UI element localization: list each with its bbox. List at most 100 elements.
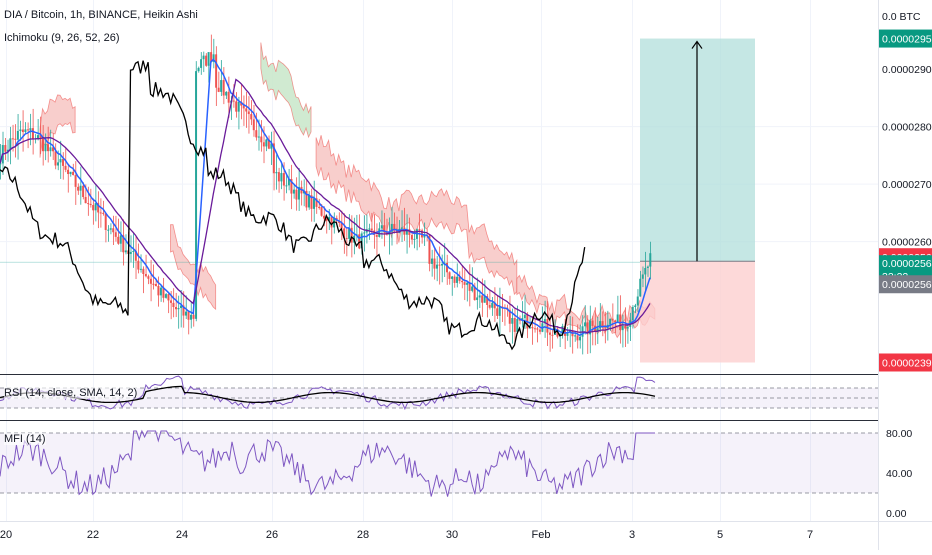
ichimoku-label[interactable]: Ichimoku (9, 26, 52, 26)	[4, 32, 120, 44]
candle-body	[433, 258, 436, 269]
candle-body	[46, 144, 49, 152]
price-pane[interactable]	[0, 34, 755, 363]
candle-body	[247, 111, 250, 115]
candle-body	[599, 321, 602, 329]
candle-body	[611, 318, 614, 321]
candle-body	[69, 171, 72, 175]
candle-body	[310, 195, 313, 209]
candle-body	[282, 173, 285, 186]
candle-body	[129, 251, 132, 254]
price-tags: 0.000029530.000025660.0000256432:220.000…	[879, 29, 932, 372]
candle-body	[644, 268, 647, 275]
mfi-tick-label: 0.00	[886, 508, 907, 520]
candle-body	[202, 55, 205, 60]
candle-body	[157, 285, 160, 296]
candle-body	[237, 101, 240, 112]
candle-body	[378, 228, 381, 237]
conversion-line[interactable]	[0, 58, 651, 337]
candle-body	[179, 305, 182, 309]
candle-body	[285, 185, 288, 187]
candle-body	[79, 185, 82, 191]
candle-body	[215, 54, 218, 88]
entry-low-tag-bg	[879, 275, 932, 294]
time-tick-label: 20	[0, 529, 12, 541]
candle-body	[400, 227, 403, 229]
candle-body	[305, 190, 308, 208]
candle-body	[16, 130, 19, 140]
candle-body	[59, 158, 62, 163]
base-line[interactable]	[0, 78, 651, 334]
symbol-title[interactable]: DIA / Bitcoin, 1h, BINANCE, Heikin Ashi	[4, 9, 198, 21]
candle-body	[290, 179, 293, 194]
candle-body	[566, 332, 569, 336]
candle-body	[54, 151, 57, 166]
rsi-label[interactable]: RSI (14, close, SMA, 14, 2)	[4, 387, 138, 399]
candle-body	[21, 129, 24, 133]
candle-body	[195, 71, 198, 319]
candle-body	[225, 91, 228, 96]
candle-body	[272, 143, 275, 174]
time-tick-label: Feb	[532, 529, 551, 541]
candle-body	[142, 268, 145, 274]
candle-body	[99, 212, 102, 214]
candle-body	[568, 330, 571, 333]
candle-body	[9, 138, 12, 150]
price-tick-label: 0.00002900	[882, 64, 932, 76]
rsi-ma-line[interactable]	[0, 385, 656, 404]
loss-zone[interactable]	[640, 261, 755, 363]
candle-body	[97, 203, 100, 213]
candle-body	[227, 91, 230, 103]
candle-body	[134, 250, 137, 261]
ichimoku-cloud-red	[170, 224, 217, 311]
lagging-span[interactable]	[0, 60, 586, 351]
candle-body	[190, 314, 193, 320]
mfi-label[interactable]: MFI (14)	[4, 433, 46, 445]
candle-body	[313, 198, 316, 209]
candle-body	[574, 335, 577, 337]
candle-body	[250, 114, 253, 120]
candle-body	[267, 139, 270, 149]
candle-body	[107, 229, 110, 231]
candle-body	[430, 258, 433, 264]
candle-body	[498, 306, 501, 316]
time-tick-label: 7	[807, 529, 813, 541]
candle-body	[323, 215, 326, 219]
candle-body	[586, 322, 589, 335]
candle-body	[94, 203, 97, 211]
candle-body	[222, 80, 225, 96]
candle-body	[74, 175, 77, 187]
candle-body	[49, 147, 52, 152]
candle-body	[182, 305, 185, 316]
candle-body	[523, 314, 526, 319]
mfi-pane[interactable]	[0, 429, 878, 497]
candle-body	[187, 311, 190, 320]
candle-body	[609, 318, 612, 325]
candle-body	[456, 276, 459, 283]
candle-body	[614, 320, 617, 323]
candle-body	[533, 328, 536, 330]
candle-body	[338, 221, 341, 223]
candle-body	[596, 328, 599, 331]
candle-body	[235, 101, 238, 112]
stop-price-tag-bg	[879, 353, 932, 372]
rsi-line[interactable]	[0, 375, 656, 411]
candle-body	[461, 280, 464, 283]
mfi-line[interactable]	[0, 429, 655, 497]
candle-body	[375, 235, 378, 237]
candle-body	[169, 300, 172, 303]
candle-body	[167, 294, 170, 301]
candle-body	[232, 100, 235, 102]
candle-body	[358, 234, 361, 249]
candle-body	[26, 129, 29, 131]
candle-body	[19, 129, 22, 131]
candle-body	[368, 228, 371, 230]
candle-body	[486, 296, 489, 305]
candle-body	[192, 314, 195, 319]
candle-body	[348, 227, 351, 239]
candle-body	[162, 287, 165, 298]
mfi-band	[0, 433, 878, 493]
candle-body	[220, 80, 223, 92]
rsi-pane[interactable]	[0, 375, 878, 411]
